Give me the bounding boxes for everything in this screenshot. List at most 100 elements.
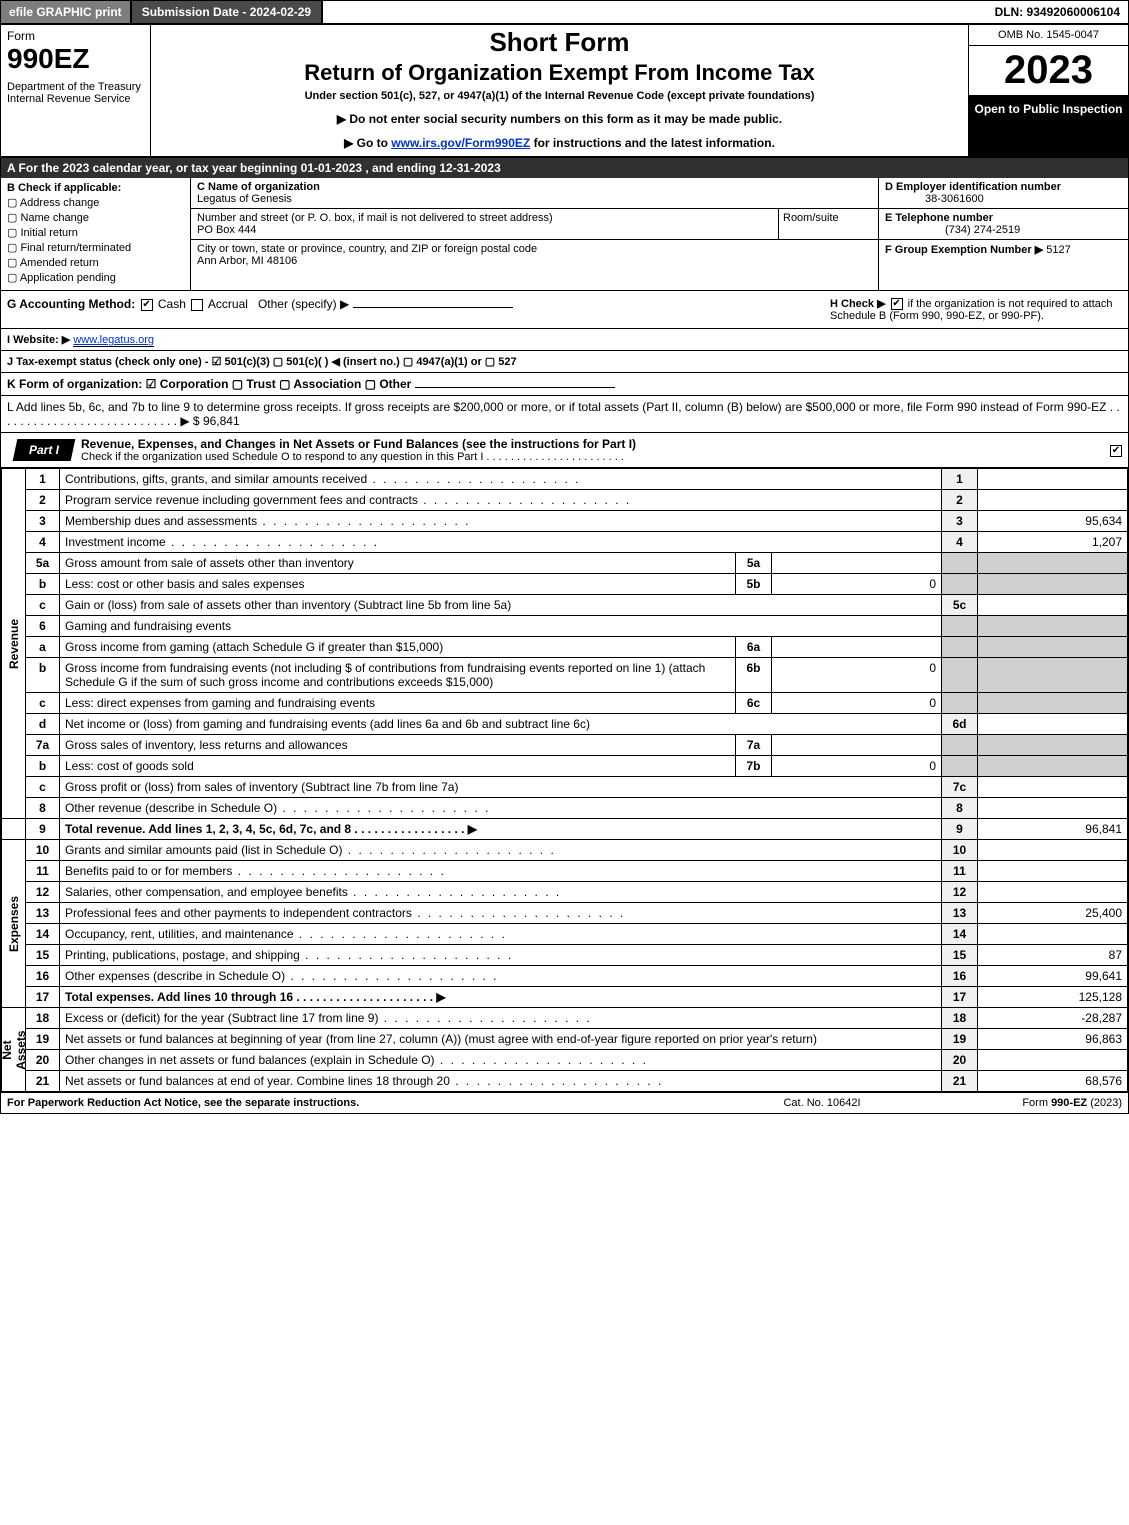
l7a-num: 7a <box>26 735 60 756</box>
l2-box: 2 <box>942 490 978 511</box>
l13-box: 13 <box>942 903 978 924</box>
grp-label: F Group Exemption Number ▶ <box>885 244 1043 256</box>
l10-desc: Grants and similar amounts paid (list in… <box>60 840 942 861</box>
l6b-subval: 0 <box>772 658 942 693</box>
omb-number: OMB No. 1545-0047 <box>969 25 1128 46</box>
l3-desc: Membership dues and assessments <box>60 511 942 532</box>
l5b-val <box>978 574 1128 595</box>
l1-desc: Contributions, gifts, grants, and simila… <box>60 469 942 490</box>
chk-address-change[interactable]: Address change <box>7 196 184 209</box>
header-right: OMB No. 1545-0047 2023 Open to Public In… <box>968 25 1128 156</box>
topbar-spacer <box>323 1 986 23</box>
website-label: I Website: ▶ <box>7 334 70 346</box>
header-left: Form 990EZ Department of the Treasury In… <box>1 25 151 156</box>
chk-amended-return[interactable]: Amended return <box>7 256 184 269</box>
l6d-desc: Net income or (loss) from gaming and fun… <box>60 714 942 735</box>
form-word: Form <box>7 29 144 43</box>
part-1-checkbox[interactable] <box>1104 443 1128 457</box>
l5b-subval: 0 <box>772 574 942 595</box>
tel-value: (734) 274-2519 <box>885 224 1020 236</box>
l6d-num: d <box>26 714 60 735</box>
l20-num: 20 <box>26 1050 60 1071</box>
efile-print-button[interactable]: efile GRAPHIC print <box>1 1 132 23</box>
l3-val: 95,634 <box>978 511 1128 532</box>
l21-val: 68,576 <box>978 1071 1128 1092</box>
l8-val <box>978 798 1128 819</box>
l6c-val <box>978 693 1128 714</box>
l18-val: -28,287 <box>978 1008 1128 1029</box>
section-c: C Name of organization Legatus of Genesi… <box>191 178 878 290</box>
other-specify-input[interactable] <box>353 307 513 308</box>
other-org-input[interactable] <box>415 387 615 388</box>
form-header: Form 990EZ Department of the Treasury In… <box>1 25 1128 158</box>
l6-box <box>942 616 978 637</box>
cell-telephone: E Telephone number (734) 274-2519 <box>879 209 1128 240</box>
l21-num: 21 <box>26 1071 60 1092</box>
l7c-num: c <box>26 777 60 798</box>
chk-accrual[interactable] <box>191 299 203 311</box>
irs-link[interactable]: www.irs.gov/Form990EZ <box>391 136 530 150</box>
chk-schedule-b[interactable] <box>891 298 903 310</box>
l16-box: 16 <box>942 966 978 987</box>
l3-box: 3 <box>942 511 978 532</box>
l7a-sub: 7a <box>736 735 772 756</box>
ein-value: 38-3061600 <box>885 193 984 205</box>
l6a-sub: 6a <box>736 637 772 658</box>
netassets-rot-text: Net Assets <box>0 1029 28 1071</box>
l17-num: 17 <box>26 987 60 1008</box>
l14-box: 14 <box>942 924 978 945</box>
note-ssn: ▶ Do not enter social security numbers o… <box>159 112 960 126</box>
l5b-num: b <box>26 574 60 595</box>
l6b-num: b <box>26 658 60 693</box>
l8-num: 8 <box>26 798 60 819</box>
short-form-title: Short Form <box>159 27 960 58</box>
form-number: 990EZ <box>7 43 144 75</box>
cell-city: City or town, state or province, country… <box>191 240 878 270</box>
l4-num: 4 <box>26 532 60 553</box>
l14-desc: Occupancy, rent, utilities, and maintena… <box>60 924 942 945</box>
l7a-val <box>978 735 1128 756</box>
l18-box: 18 <box>942 1008 978 1029</box>
l21-box: 21 <box>942 1071 978 1092</box>
part-1-tab-text: Part I <box>29 443 59 457</box>
chk-application-pending[interactable]: Application pending <box>7 271 184 284</box>
h-prefix: H Check ▶ <box>830 298 889 310</box>
part-1-header: Part I Revenue, Expenses, and Changes in… <box>1 433 1128 468</box>
l21-desc: Net assets or fund balances at end of ye… <box>60 1071 942 1092</box>
l6b-sub: 6b <box>736 658 772 693</box>
cell-org-name: C Name of organization Legatus of Genesi… <box>191 178 878 209</box>
l6-num: 6 <box>26 616 60 637</box>
accounting-method-label: G Accounting Method: <box>7 297 135 311</box>
chk-name-change[interactable]: Name change <box>7 211 184 224</box>
cell-group-exemption: F Group Exemption Number ▶ 5127 <box>879 240 1128 259</box>
row-a-calendar-year: A For the 2023 calendar year, or tax yea… <box>1 158 1128 178</box>
l12-val <box>978 882 1128 903</box>
l19-val: 96,863 <box>978 1029 1128 1050</box>
org-name-value: Legatus of Genesis <box>197 193 292 205</box>
expenses-side-label: Expenses <box>2 840 26 1008</box>
l11-desc: Benefits paid to or for members <box>60 861 942 882</box>
l5c-val <box>978 595 1128 616</box>
l20-desc: Other changes in net assets or fund bala… <box>60 1050 942 1071</box>
ein-label: D Employer identification number <box>885 181 1061 193</box>
l7b-sub: 7b <box>736 756 772 777</box>
dln-label: DLN: 93492060006104 <box>987 1 1128 23</box>
form-title: Return of Organization Exempt From Incom… <box>159 60 960 86</box>
chk-final-return[interactable]: Final return/terminated <box>7 241 184 254</box>
l16-val: 99,641 <box>978 966 1128 987</box>
chk-cash[interactable] <box>141 299 153 311</box>
l19-desc: Net assets or fund balances at beginning… <box>60 1029 942 1050</box>
l18-desc: Excess or (deficit) for the year (Subtra… <box>60 1008 942 1029</box>
section-b-title: B Check if applicable: <box>7 182 184 194</box>
l6a-subval <box>772 637 942 658</box>
chk-initial-return[interactable]: Initial return <box>7 226 184 239</box>
l6c-num: c <box>26 693 60 714</box>
open-public-badge: Open to Public Inspection <box>969 96 1128 156</box>
l4-val: 1,207 <box>978 532 1128 553</box>
l17-desc: Total expenses. Add lines 10 through 16 … <box>60 987 942 1008</box>
website-link[interactable]: www.legatus.org <box>73 334 154 347</box>
l19-num: 19 <box>26 1029 60 1050</box>
l17-box: 17 <box>942 987 978 1008</box>
other-label: Other (specify) ▶ <box>258 297 349 311</box>
part-1-subtitle: Check if the organization used Schedule … <box>81 451 1096 463</box>
